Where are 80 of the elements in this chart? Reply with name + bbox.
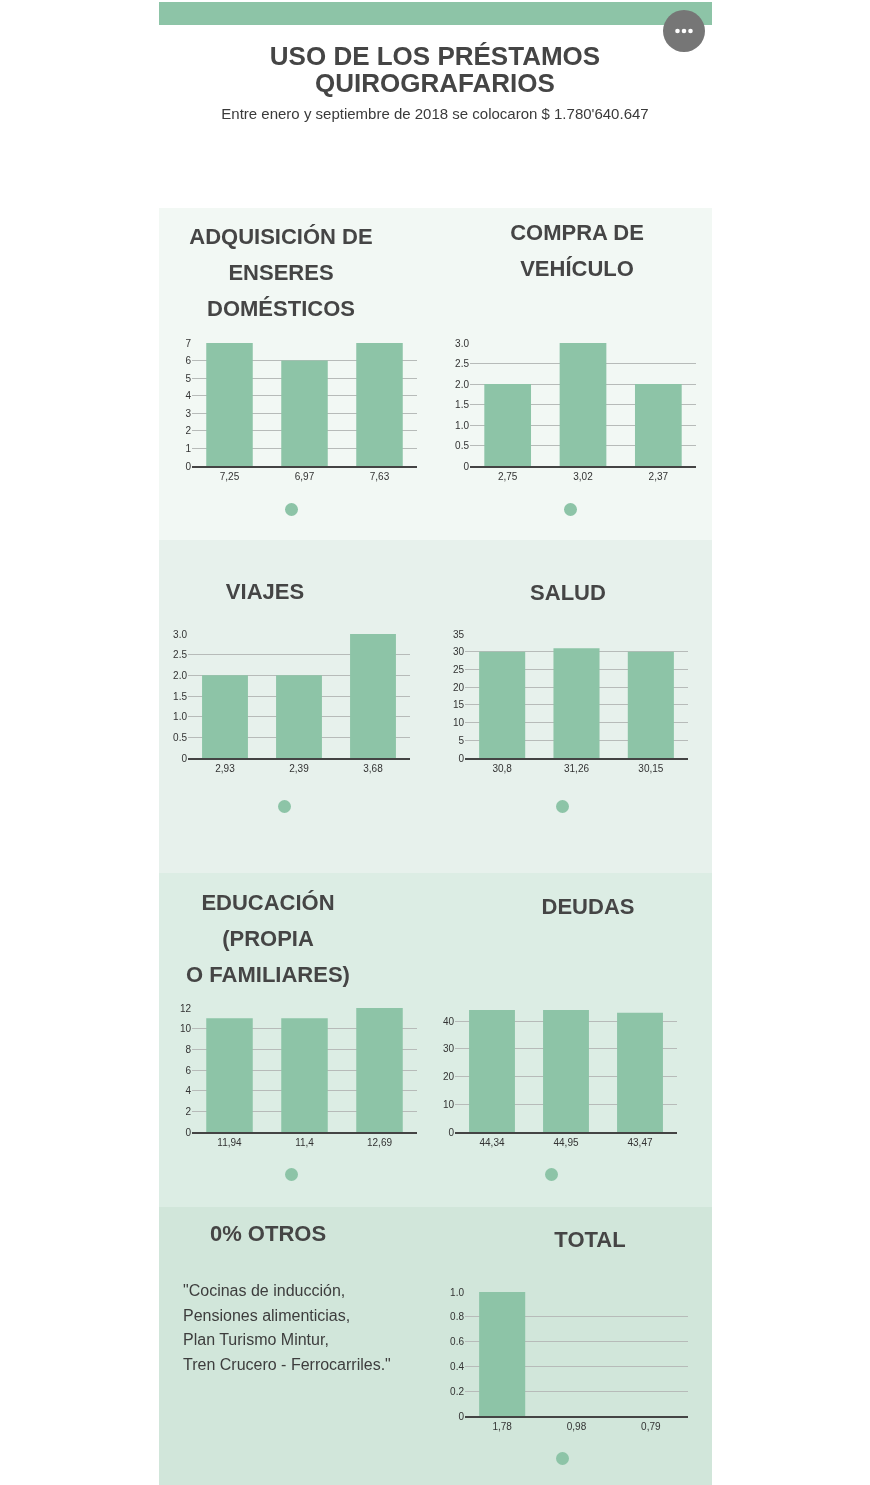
x-tick-label: 11,94 (217, 1137, 243, 1148)
y-tick-label: 25 (452, 663, 465, 675)
y-tick-label: 20 (442, 1071, 455, 1083)
y-tick-label: 12 (179, 1002, 192, 1014)
chart-title: VIAJES (224, 578, 306, 606)
x-tick-label: 44,95 (553, 1137, 579, 1148)
y-tick-label: 0 (458, 752, 465, 764)
y-tick-label: 1.0 (450, 1286, 465, 1298)
y-tick-label: 2.5 (173, 649, 188, 661)
x-tick-label: 0,98 (566, 1421, 587, 1432)
y-tick-label: 0 (185, 1126, 192, 1138)
x-tick-label: 2,93 (215, 763, 236, 774)
x-tick-label: 30,15 (638, 763, 664, 774)
y-tick-label: 0.6 (450, 1336, 465, 1348)
y-tick-label: 3.0 (173, 628, 188, 640)
x-tick-label: 3,68 (363, 763, 384, 774)
x-tick-label: 6,97 (294, 471, 315, 482)
y-tick-label: 4 (185, 1085, 192, 1097)
chart-title: DEUDAS (540, 893, 636, 921)
chart-title: EDUCACIÓN (PROPIA O FAMILIARES) (185, 889, 351, 989)
y-tick-label: 30 (452, 646, 465, 658)
y-tick-label: 3.0 (455, 337, 470, 349)
y-tick-label: 3 (185, 407, 192, 419)
text: 0% OTROS (208, 1220, 328, 1248)
y-tick-label: 1.0 (173, 711, 188, 723)
y-tick-label: 8 (185, 1043, 192, 1055)
x-tick-label: 44,34 (479, 1137, 505, 1148)
y-tick-label: 0.5 (173, 731, 188, 743)
y-tick-label: 0 (458, 1410, 465, 1422)
y-tick-label: 6 (185, 355, 192, 367)
y-tick-label: 0 (181, 752, 188, 764)
y-tick-label: 10 (452, 717, 465, 729)
x-tick-label: 2,75 (497, 471, 518, 482)
y-tick-label: 10 (442, 1098, 455, 1110)
chart-title: ADQUISICIÓN DE ENSERES DOMÉSTICOS (188, 223, 374, 323)
x-tick-label: 3,02 (573, 471, 594, 482)
x-tick-label: 7,63 (369, 471, 390, 482)
y-tick-label: 2.5 (455, 358, 470, 369)
y-tick-label: 0 (448, 1126, 455, 1138)
y-tick-label: 0.2 (450, 1385, 465, 1397)
y-tick-label: 0 (463, 460, 470, 472)
y-tick-label: 10 (179, 1023, 192, 1035)
y-tick-label: 1 (185, 442, 192, 454)
y-tick-label: 5 (458, 734, 465, 746)
y-tick-label: 0.4 (450, 1360, 465, 1372)
x-tick-label: 1,78 (492, 1421, 513, 1432)
text: "Cocinas de inducción, Pensiones alimenticias, Plan Turismo Mintur, Tren Crucero - Ferrocarriles." (183, 1281, 392, 1375)
y-tick-label: 2.0 (455, 378, 470, 390)
y-tick-label: 5 (185, 372, 192, 384)
y-tick-label: 2 (185, 1105, 192, 1117)
y-tick-label: 2.0 (173, 669, 188, 681)
x-tick-label: 2,37 (648, 471, 669, 482)
y-tick-label: 0 (185, 460, 192, 472)
y-tick-label: 1.0 (455, 419, 470, 431)
y-tick-label: 0.8 (450, 1311, 465, 1323)
y-tick-label: 15 (452, 699, 465, 711)
text: Entre enero y septiembre de 2018 se colocaron $ 1.780'640.647 (220, 105, 650, 123)
x-tick-label: 11,4 (295, 1137, 315, 1148)
y-tick-label: 2 (185, 425, 192, 437)
y-tick-label: 6 (185, 1064, 192, 1076)
chart-title: COMPRA DE VEHÍCULO (509, 219, 645, 283)
y-tick-label: 7 (185, 337, 192, 349)
y-tick-label: 20 (452, 681, 465, 693)
y-tick-label: 35 (452, 628, 465, 640)
x-tick-label: 43,47 (627, 1137, 653, 1148)
y-tick-label: 4 (185, 390, 192, 402)
x-tick-label: 12,69 (366, 1137, 393, 1148)
y-tick-label: 40 (442, 1015, 455, 1027)
x-tick-label: 31,26 (563, 763, 590, 774)
y-tick-label: 1.5 (173, 690, 188, 702)
chart-title: SALUD (529, 579, 607, 607)
x-tick-label: 2,39 (289, 763, 310, 774)
text: USO DE LOS PRÉSTAMOS QUIROGRAFARIOS (268, 41, 602, 98)
x-tick-label: 7,25 (219, 471, 240, 482)
x-tick-label: 0,79 (641, 1421, 661, 1432)
chart-title: TOTAL (553, 1226, 627, 1254)
y-tick-label: 1.5 (455, 399, 470, 410)
x-tick-label: 30,8 (492, 763, 513, 774)
y-tick-label: 0.5 (455, 440, 470, 451)
y-tick-label: 30 (442, 1043, 455, 1055)
